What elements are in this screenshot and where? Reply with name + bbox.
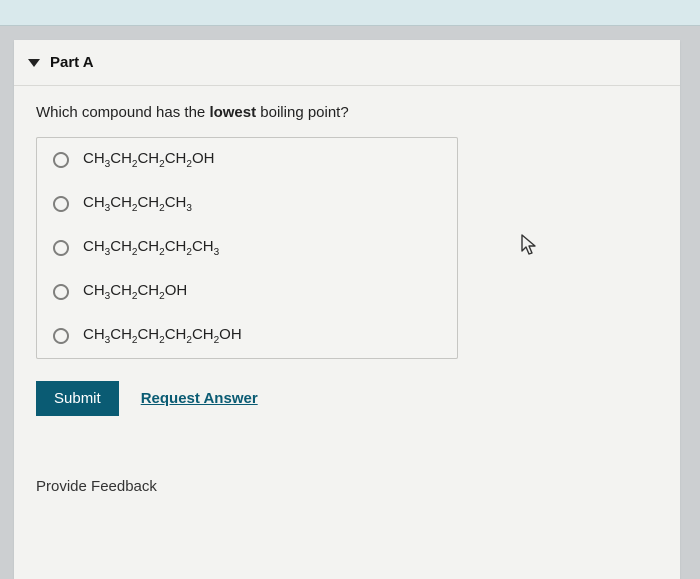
options-box: CH3CH2CH2CH2OH CH3CH2CH2CH3 CH3CH2CH2CH2… xyxy=(36,137,458,359)
part-header[interactable]: Part A xyxy=(14,40,680,86)
option-formula: CH3CH2CH2CH2CH3 xyxy=(83,238,219,258)
request-answer-link[interactable]: Request Answer xyxy=(141,390,258,407)
top-banner xyxy=(0,0,700,26)
option-row[interactable]: CH3CH2CH2OH xyxy=(37,270,457,314)
radio-icon[interactable] xyxy=(53,284,69,300)
collapse-icon xyxy=(28,59,40,67)
part-title: Part A xyxy=(50,54,94,71)
radio-icon[interactable] xyxy=(53,328,69,344)
question-text: Which compound has the lowest boiling po… xyxy=(36,104,658,121)
submit-button[interactable]: Submit xyxy=(36,381,119,416)
content-area: Which compound has the lowest boiling po… xyxy=(14,86,680,444)
option-row[interactable]: CH3CH2CH2CH3 xyxy=(37,182,457,226)
option-formula: CH3CH2CH2CH3 xyxy=(83,194,192,214)
option-row[interactable]: CH3CH2CH2CH2CH3 xyxy=(37,226,457,270)
question-emph: lowest xyxy=(209,104,256,121)
question-panel: Part A Which compound has the lowest boi… xyxy=(14,40,680,579)
question-pre: Which compound has the xyxy=(36,104,209,121)
actions-row: Submit Request Answer xyxy=(36,381,658,416)
question-post: boiling point? xyxy=(256,104,349,121)
option-formula: CH3CH2CH2CH2CH2OH xyxy=(83,326,242,346)
radio-icon[interactable] xyxy=(53,240,69,256)
provide-feedback-link[interactable]: Provide Feedback xyxy=(14,444,680,495)
option-row[interactable]: CH3CH2CH2CH2OH xyxy=(37,138,457,182)
radio-icon[interactable] xyxy=(53,152,69,168)
option-formula: CH3CH2CH2OH xyxy=(83,282,187,302)
radio-icon[interactable] xyxy=(53,196,69,212)
option-row[interactable]: CH3CH2CH2CH2CH2OH xyxy=(37,314,457,358)
option-formula: CH3CH2CH2CH2OH xyxy=(83,150,214,170)
